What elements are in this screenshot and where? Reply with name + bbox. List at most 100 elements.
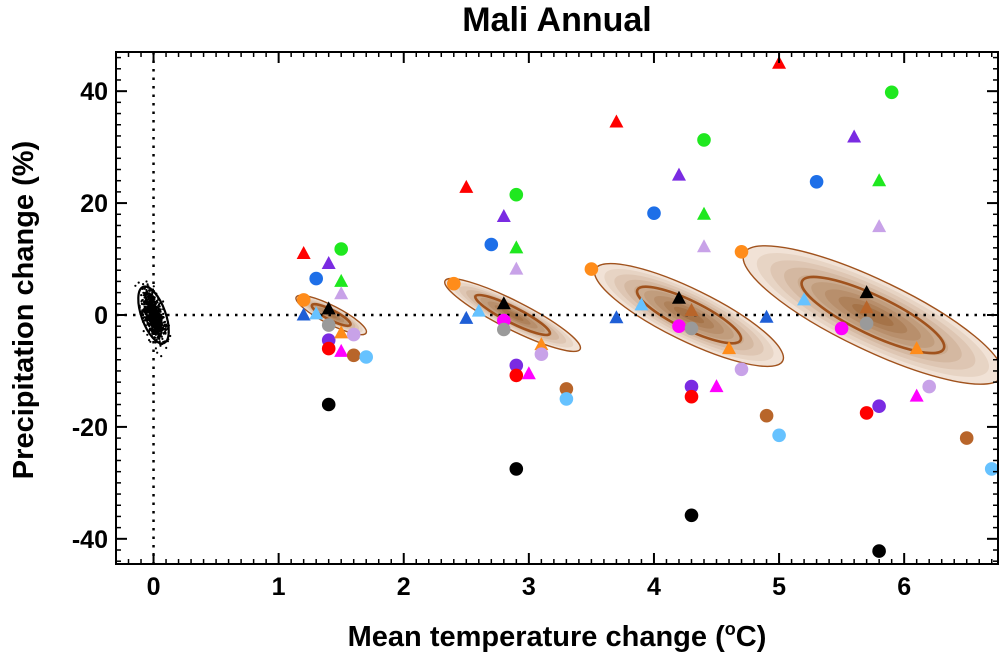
noise-dot (161, 317, 164, 320)
data-point-triangle-s2 (509, 261, 524, 275)
noise-dot (152, 313, 155, 316)
noise-dot (140, 302, 143, 305)
data-point-triangle-s1 (334, 343, 349, 357)
noise-dot (169, 334, 172, 338)
data-point-circle-s4 (884, 85, 899, 100)
data-point-circle-s4 (859, 406, 874, 420)
x-axis-label-degree: o (725, 619, 736, 639)
data-point-triangle-s2 (496, 209, 511, 223)
ellipse-4-inner-contour (800, 275, 946, 355)
data-point-circle-s2 (509, 368, 524, 383)
data-point-triangle-s2 (459, 310, 474, 324)
noise-dot (152, 300, 155, 303)
noise-dot (153, 320, 156, 323)
noise-dot (149, 340, 152, 343)
data-point-triangle-s2 (509, 240, 524, 254)
noise-dot (154, 304, 157, 307)
noise-dot (158, 302, 161, 305)
noise-dot (165, 346, 168, 349)
noise-dot (157, 329, 160, 332)
noise-dot (145, 301, 148, 304)
noise-dot (158, 333, 161, 336)
data-point-circle-s2 (559, 382, 574, 396)
data-point-triangle-s2 (471, 303, 486, 317)
noise-dot (158, 318, 161, 321)
data-point-circle-s4 (834, 321, 849, 336)
x-axis-label: Mean temperature change (oC) (348, 619, 767, 653)
data-point-triangle-s3 (684, 303, 699, 317)
data-point-triangle-s2 (459, 179, 474, 193)
data-point-triangle-s3 (671, 290, 686, 304)
data-point-circle-s1 (309, 271, 324, 286)
noise-dot (149, 327, 152, 330)
noise-dot (142, 283, 145, 286)
noise-dot (148, 339, 151, 342)
noise-dot (154, 330, 157, 333)
noise-dot (147, 300, 150, 304)
x-tick-label: 3 (522, 573, 536, 601)
noise-dot (142, 330, 145, 333)
y-tick-label: 40 (80, 78, 108, 106)
noise-dot (157, 337, 160, 340)
data-point-triangle-s1 (309, 306, 324, 320)
data-point-circle-s4 (984, 462, 998, 476)
data-point-circle-s1 (346, 327, 361, 342)
noise-dot (146, 333, 149, 336)
x-axis-label-unit: C) (736, 621, 767, 653)
data-point-triangle-s1 (321, 301, 336, 315)
data-point-circle-s3 (734, 362, 749, 377)
noise-dot (145, 280, 148, 283)
noise-dot (146, 318, 149, 321)
noise-dot (156, 351, 159, 354)
variability-contour (137, 285, 170, 345)
noise-dot (143, 303, 146, 306)
noise-dot (150, 302, 154, 305)
data-point-circle-s4 (959, 431, 974, 445)
data-point-circle-s1 (321, 341, 336, 356)
noise-dot (149, 311, 152, 314)
noise-dot (155, 314, 158, 317)
noise-dot (157, 304, 160, 307)
noise-dot (146, 283, 149, 286)
noise-dot (144, 298, 147, 301)
noise-dot (143, 306, 146, 310)
data-point-triangle-s4 (847, 129, 862, 143)
noise-dot (153, 327, 156, 330)
noise-dot (148, 324, 151, 328)
data-point-triangle-s1 (321, 256, 336, 270)
data-point-circle-s3 (584, 262, 599, 276)
noise-dot (160, 327, 163, 330)
noise-dot (159, 322, 162, 325)
data-point-triangle-s3 (671, 167, 686, 181)
y-tick-label: -40 (72, 526, 108, 554)
plot-area (116, 52, 998, 564)
noise-dot (154, 336, 157, 339)
data-point-circle-s3 (684, 321, 699, 336)
noise-dot (151, 326, 154, 329)
data-point-triangle-s1 (296, 245, 311, 259)
x-axis-label-text: Mean temperature change ( (348, 621, 725, 653)
data-point-triangle-s3 (609, 114, 624, 128)
noise-dot (148, 289, 151, 292)
noise-dot (145, 288, 148, 292)
data-point-triangle-s1 (296, 307, 311, 321)
data-point-circle-s3 (647, 206, 661, 220)
data-point-circle-s2 (509, 358, 524, 373)
data-point-triangle-s2 (521, 366, 536, 380)
noise-dot (152, 330, 155, 333)
data-point-triangle-s1 (334, 273, 349, 287)
noise-dot (162, 324, 165, 327)
data-point-circle-s1 (321, 397, 336, 412)
noise-dot (160, 355, 163, 358)
noise-dot (157, 324, 160, 327)
data-point-triangle-s3 (609, 310, 624, 324)
data-point-circle-s2 (509, 187, 524, 202)
noise-dot (154, 300, 157, 303)
data-point-circle-s4 (872, 399, 886, 414)
data-point-circle-s3 (697, 133, 711, 147)
axis-ticks: 0 1 2 3 4 5 6 -40 -20 0 20 40 (72, 52, 998, 601)
noise-dot (155, 310, 158, 313)
noise-dot (147, 322, 150, 325)
noise-dot (143, 296, 146, 299)
